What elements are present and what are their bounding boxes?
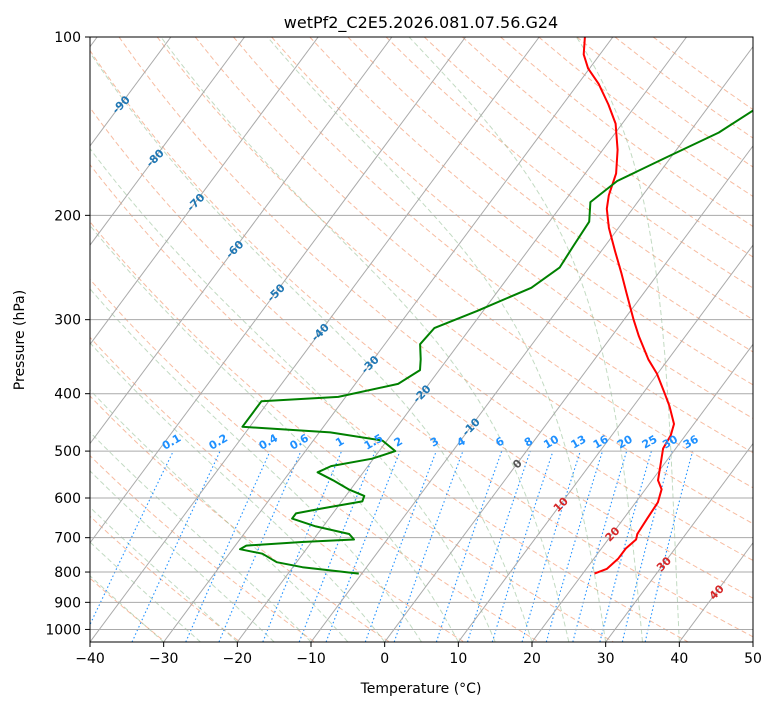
y-tick-label: 900: [54, 595, 81, 611]
mixing-ratio-line: [435, 450, 503, 642]
mixing-ratio-lines: [90, 450, 694, 642]
y-tick-label: 600: [54, 491, 81, 507]
isotherm-gridline: [531, 343, 753, 642]
dry-adiabat: [90, 577, 166, 642]
dry-adiabat: [90, 278, 540, 642]
x-tick-label: −10: [296, 651, 326, 667]
isotherm-gridline: [457, 244, 753, 642]
x-tick-label: 10: [449, 651, 467, 667]
isotherm-gridline: [384, 145, 753, 642]
moist-adiabat: [90, 51, 533, 642]
plot-frame: [89, 36, 754, 643]
dry-adiabat: [90, 336, 465, 642]
isotherm-gridline: [163, 37, 614, 642]
dry-adiabat: [90, 106, 753, 638]
dry-adiabat: [423, 37, 753, 289]
isotherm-gridline: [90, 37, 172, 147]
mixing-ratio-line: [298, 450, 376, 642]
moist-adiabat: [90, 288, 422, 642]
mixing-ratio-line: [218, 450, 302, 642]
x-tick-label: −30: [149, 651, 179, 667]
dry-adiabat: [156, 37, 753, 525]
y-tick-label: 700: [54, 531, 81, 547]
series-temperature-line: [582, 37, 675, 575]
y-tick-label: 300: [54, 313, 81, 329]
x-tick-label: −40: [75, 651, 105, 667]
mixing-ratio-line: [364, 450, 437, 642]
mixing-ratio-line: [185, 450, 271, 642]
isotherm-gridline: [90, 37, 540, 642]
dry-adiabat: [385, 37, 753, 321]
dry-adiabat: [90, 395, 390, 642]
chart-title: wetPf2_C2E5.2026.081.07.56.G24: [284, 13, 558, 33]
y-tick-label: 100: [54, 30, 81, 46]
isotherm-gridline: [310, 45, 753, 642]
mixing-ratio-line: [466, 450, 531, 642]
isotherm-gridline: [605, 442, 753, 642]
y-tick-label: 1000: [45, 622, 81, 638]
dry-adiabats: [90, 37, 753, 642]
moist-adiabat: [575, 37, 680, 642]
dry-adiabat: [194, 37, 753, 489]
y-tick-label: 200: [54, 208, 81, 224]
mixing-ratio-line: [491, 450, 554, 642]
mixing-ratio-line: [521, 450, 581, 642]
x-axis-title: Temperature (°C): [360, 681, 482, 697]
x-tick-label: −20: [223, 651, 253, 667]
dry-adiabat: [233, 37, 753, 454]
mixing-ratio-line: [262, 450, 343, 642]
dry-adiabat: [90, 221, 614, 642]
isotherm-gridline: [90, 37, 393, 445]
dry-adiabat: [90, 515, 241, 642]
y-axis-title: Pressure (hPa): [12, 290, 28, 390]
y-tick-label: 800: [54, 565, 81, 581]
y-axis: 100 200 300 400 500 600 700 800 900 1000: [45, 30, 90, 638]
y-tick-label: 500: [54, 444, 81, 460]
mixing-ratio-line: [545, 450, 604, 642]
mixing-ratio-line: [599, 450, 652, 642]
x-tick-label: 50: [744, 651, 762, 667]
dry-adiabat: [90, 163, 689, 642]
moist-adiabat: [160, 37, 570, 642]
plot-area: 0.10.20.40.611.52346810131620253036-100-…: [90, 37, 753, 642]
moist-adiabat: [90, 147, 496, 642]
x-axis: −40 −30 −20 −10 0 10 20 30 40 50: [75, 642, 762, 667]
y-tick-label: 400: [54, 387, 81, 403]
x-tick-label: 40: [670, 651, 688, 667]
sounding-series: [239, 37, 753, 575]
moist-adiabat: [90, 389, 349, 642]
isotherm-gridline: [90, 37, 466, 544]
moist-adiabat: [408, 37, 643, 642]
mixing-ratio-line: [572, 450, 628, 642]
isotherm-gridline: [90, 37, 319, 346]
x-tick-label: 20: [523, 651, 541, 667]
x-tick-label: 0: [380, 651, 389, 667]
series-dewpoint-line: [239, 109, 753, 575]
x-tick-label: 30: [597, 651, 615, 667]
isotherm-gridline: [90, 37, 245, 246]
moist-adiabat: [90, 470, 275, 642]
dry-adiabat: [90, 49, 753, 599]
moist-adiabat: [267, 37, 607, 642]
mixing-ratio-line: [325, 450, 401, 642]
